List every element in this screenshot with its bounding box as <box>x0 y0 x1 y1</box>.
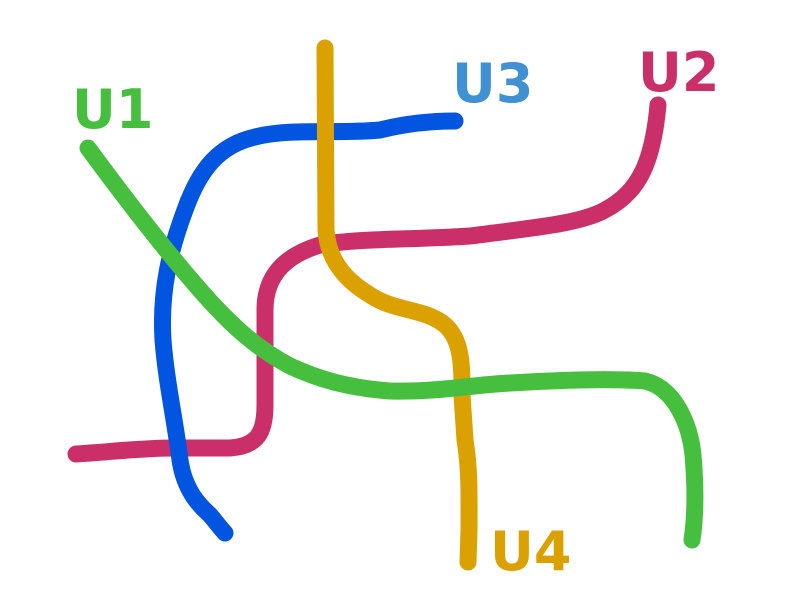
u3-label: U3 <box>452 52 533 115</box>
u1-route-line <box>79 139 704 549</box>
u2-label: U2 <box>638 41 719 104</box>
u4-label: U4 <box>490 520 571 583</box>
u3-route-line <box>154 112 464 542</box>
u4-route-line <box>316 39 478 571</box>
u1-label: U1 <box>72 78 153 141</box>
